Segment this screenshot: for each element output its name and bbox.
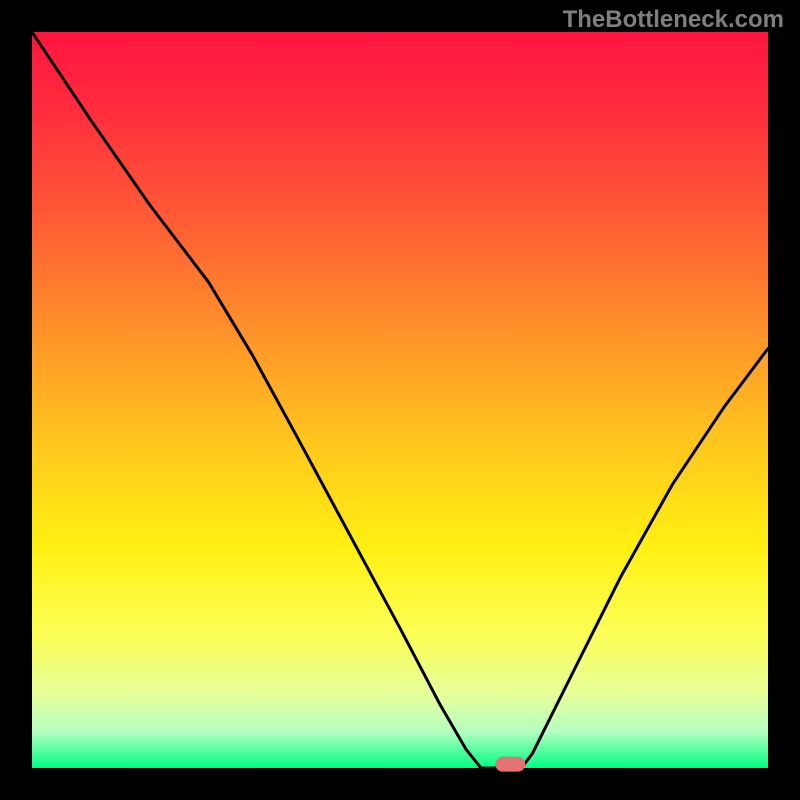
- watermark-text: TheBottleneck.com: [563, 6, 784, 34]
- bottleneck-curve: [32, 32, 768, 768]
- plot-area: [32, 32, 768, 768]
- optimal-marker: [496, 757, 525, 772]
